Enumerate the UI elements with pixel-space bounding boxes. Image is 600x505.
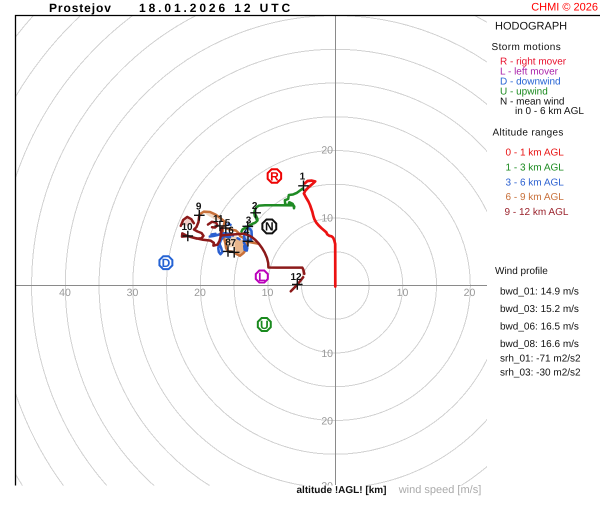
svg-text:U: U: [260, 318, 269, 332]
svg-text:Prostejov: Prostejov: [49, 1, 112, 15]
svg-text:30: 30: [127, 287, 139, 299]
svg-text:40: 40: [59, 287, 71, 299]
svg-text:6: 6: [228, 225, 234, 236]
svg-text:in 0 - 6 km AGL: in 0 - 6 km AGL: [515, 106, 584, 117]
svg-text:D: D: [162, 256, 171, 270]
svg-text:Storm motions: Storm motions: [492, 42, 562, 53]
svg-text:bwd_01: 14.9 m/s: bwd_01: 14.9 m/s: [500, 287, 579, 298]
svg-text:9 - 12 km AGL: 9 - 12 km AGL: [505, 207, 569, 218]
svg-text:N - mean wind: N - mean wind: [500, 96, 564, 107]
svg-text:1: 1: [300, 172, 306, 183]
svg-text:20: 20: [321, 416, 333, 428]
svg-text:D - downwind: D - downwind: [500, 77, 561, 88]
svg-text:L: L: [258, 270, 265, 284]
svg-text:5: 5: [225, 218, 231, 229]
svg-text:0 - 1 km AGL: 0 - 1 km AGL: [506, 148, 565, 159]
svg-text:10: 10: [321, 348, 333, 360]
svg-text:wind speed [m/s]: wind speed [m/s]: [398, 484, 482, 496]
svg-text:1 - 3 km AGL: 1 - 3 km AGL: [506, 162, 565, 173]
svg-text:srh_03: -30 m2/s2: srh_03: -30 m2/s2: [500, 368, 581, 379]
svg-text:10: 10: [397, 287, 409, 299]
svg-text:10: 10: [181, 222, 193, 233]
svg-text:N: N: [265, 220, 274, 234]
svg-text:HODOGRAPH: HODOGRAPH: [495, 21, 567, 33]
svg-text:18.01.2026 12 UTC: 18.01.2026 12 UTC: [139, 1, 293, 15]
svg-text:Wind profile: Wind profile: [495, 266, 548, 277]
svg-text:10: 10: [262, 287, 274, 299]
svg-text:9: 9: [196, 202, 202, 213]
svg-text:11: 11: [213, 214, 224, 225]
svg-text:bwd_03: 15.2 m/s: bwd_03: 15.2 m/s: [500, 304, 579, 315]
svg-text:R: R: [270, 169, 279, 183]
svg-text:10: 10: [321, 213, 333, 225]
svg-text:30: 30: [321, 481, 333, 493]
svg-text:3: 3: [246, 216, 252, 227]
svg-text:4: 4: [244, 226, 250, 237]
svg-text:L - left mover: L - left mover: [500, 67, 559, 78]
svg-text:bwd_08: 16.6 m/s: bwd_08: 16.6 m/s: [500, 339, 579, 350]
svg-text:2: 2: [252, 201, 258, 212]
svg-text:R - right mover: R - right mover: [500, 57, 567, 68]
svg-text:bwd_06: 16.5 m/s: bwd_06: 16.5 m/s: [500, 322, 579, 333]
svg-text:srh_01: -71 m2/s2: srh_01: -71 m2/s2: [500, 354, 581, 365]
svg-text:8: 8: [225, 237, 231, 248]
svg-text:U - upwind: U - upwind: [500, 87, 548, 98]
svg-text:12: 12: [290, 272, 302, 283]
svg-text:3 - 6 km AGL: 3 - 6 km AGL: [506, 177, 565, 188]
svg-text:6 - 9 km AGL: 6 - 9 km AGL: [506, 192, 565, 203]
svg-text:20: 20: [321, 145, 333, 157]
svg-text:altitude !AGL! [km]: altitude !AGL! [km]: [297, 485, 387, 496]
svg-text:20: 20: [464, 287, 476, 299]
svg-text:20: 20: [194, 287, 206, 299]
svg-text:Altitude ranges: Altitude ranges: [493, 127, 564, 138]
svg-text:CHMI © 2026: CHMI © 2026: [531, 2, 598, 14]
svg-text:7: 7: [231, 238, 237, 249]
